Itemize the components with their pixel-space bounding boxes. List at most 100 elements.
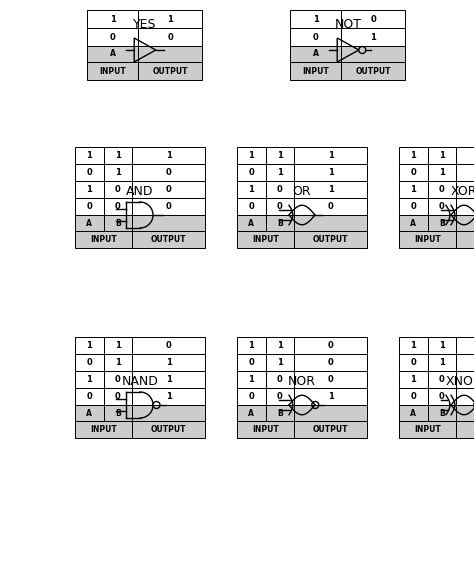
Bar — [132, 371, 205, 388]
Text: 0: 0 — [439, 375, 445, 384]
Text: 0: 0 — [328, 375, 334, 384]
Bar — [399, 164, 428, 181]
Bar — [291, 10, 341, 28]
Text: 1: 1 — [86, 375, 92, 384]
Bar — [75, 198, 104, 215]
Bar — [104, 164, 132, 181]
Text: 1: 1 — [86, 185, 92, 194]
Text: 1: 1 — [328, 392, 334, 401]
Bar — [265, 215, 294, 231]
Bar — [75, 164, 104, 181]
Text: 1: 1 — [277, 341, 283, 350]
Text: OUTPUT: OUTPUT — [151, 425, 186, 434]
Text: 0: 0 — [277, 185, 283, 194]
Text: 1: 1 — [370, 33, 376, 42]
Bar — [104, 337, 132, 354]
Bar — [456, 231, 474, 248]
Text: 1: 1 — [277, 151, 283, 160]
Bar — [294, 405, 367, 421]
Text: 1: 1 — [86, 341, 92, 350]
Text: 0: 0 — [328, 202, 334, 211]
Bar — [237, 147, 265, 164]
Text: 1: 1 — [110, 15, 116, 24]
Text: 0: 0 — [115, 392, 121, 401]
Bar — [75, 371, 104, 388]
Bar — [75, 337, 104, 354]
Text: 1: 1 — [410, 375, 416, 384]
Text: 1: 1 — [277, 168, 283, 177]
Bar — [456, 388, 474, 405]
Text: A: A — [86, 409, 92, 418]
Text: NOT: NOT — [335, 18, 362, 31]
Bar — [138, 62, 202, 80]
Text: 0: 0 — [410, 202, 416, 211]
Text: 0: 0 — [115, 375, 121, 384]
Bar — [428, 198, 456, 215]
Text: INPUT: INPUT — [252, 425, 279, 434]
Text: 0: 0 — [439, 392, 445, 401]
Text: 0: 0 — [86, 392, 92, 401]
Text: 1: 1 — [248, 151, 254, 160]
Bar — [399, 388, 428, 405]
Text: 0: 0 — [167, 33, 173, 42]
Bar — [138, 28, 202, 46]
Text: 0: 0 — [166, 341, 172, 350]
Bar — [75, 421, 132, 438]
Text: OUTPUT: OUTPUT — [153, 66, 188, 75]
Bar — [399, 181, 428, 198]
Bar — [104, 198, 132, 215]
Bar — [294, 337, 367, 354]
Text: NAND: NAND — [121, 375, 158, 388]
Text: B: B — [439, 409, 445, 418]
Bar — [237, 181, 265, 198]
Text: 0: 0 — [166, 185, 172, 194]
Bar — [428, 388, 456, 405]
Text: 0: 0 — [86, 358, 92, 367]
Text: 0: 0 — [410, 358, 416, 367]
Bar — [456, 181, 474, 198]
Bar — [265, 164, 294, 181]
Text: 0: 0 — [313, 33, 319, 42]
Text: A: A — [248, 409, 254, 418]
Bar — [265, 405, 294, 421]
Bar — [75, 147, 104, 164]
Text: 1: 1 — [313, 15, 319, 24]
Text: 1: 1 — [439, 358, 445, 367]
Text: 0: 0 — [439, 202, 445, 211]
Bar — [341, 62, 405, 80]
Text: INPUT: INPUT — [414, 425, 441, 434]
Bar — [132, 421, 205, 438]
Text: A: A — [248, 218, 254, 227]
Bar — [132, 164, 205, 181]
Text: B: B — [439, 218, 445, 227]
Text: 1: 1 — [248, 375, 254, 384]
Bar — [456, 164, 474, 181]
Bar — [88, 46, 138, 62]
Text: 0: 0 — [370, 15, 376, 24]
Text: A: A — [410, 409, 416, 418]
Bar — [132, 215, 205, 231]
Text: INPUT: INPUT — [90, 235, 117, 244]
Bar — [341, 46, 405, 62]
Bar — [237, 215, 265, 231]
Bar — [104, 354, 132, 371]
Text: 0: 0 — [115, 185, 121, 194]
Bar — [237, 354, 265, 371]
Text: 0: 0 — [248, 202, 254, 211]
Text: 1: 1 — [439, 151, 445, 160]
Text: OUTPUT: OUTPUT — [356, 66, 391, 75]
Text: 1: 1 — [328, 151, 334, 160]
Bar — [291, 28, 341, 46]
Bar — [456, 354, 474, 371]
Text: OUTPUT: OUTPUT — [313, 425, 348, 434]
Bar — [265, 388, 294, 405]
Text: 0: 0 — [166, 168, 172, 177]
Text: 0: 0 — [439, 185, 445, 194]
Bar — [265, 354, 294, 371]
Bar — [294, 164, 367, 181]
Text: 0: 0 — [115, 202, 121, 211]
Bar — [428, 164, 456, 181]
Text: A: A — [410, 218, 416, 227]
Bar — [138, 46, 202, 62]
Bar — [265, 147, 294, 164]
